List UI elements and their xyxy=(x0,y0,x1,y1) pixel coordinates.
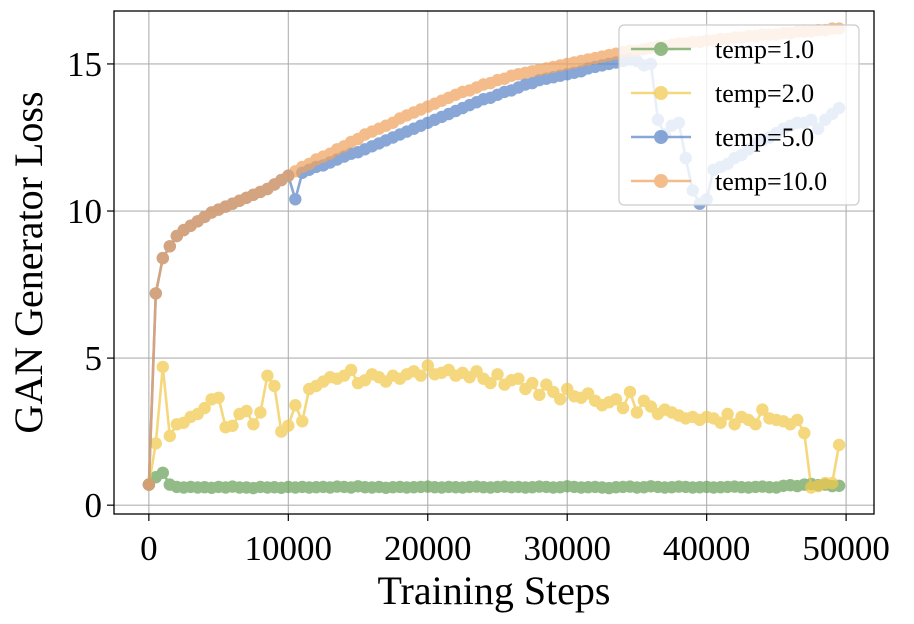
ticks: 0 10000 20000 30000 40000 50000 0 5 10 15 xyxy=(67,45,890,568)
data-point xyxy=(149,437,162,450)
y-tick-label: 0 xyxy=(85,486,103,525)
data-point xyxy=(289,399,302,412)
data-point xyxy=(212,391,225,404)
data-point xyxy=(798,426,811,440)
data-point xyxy=(526,376,539,390)
legend-dot xyxy=(654,42,668,56)
data-point xyxy=(484,376,497,390)
data-point xyxy=(240,404,253,418)
data-point xyxy=(826,476,839,490)
data-point xyxy=(268,379,281,393)
data-point xyxy=(198,401,211,415)
legend-item: temp=2.0 xyxy=(631,79,814,108)
y-tick-label: 15 xyxy=(67,45,102,84)
plot-frame xyxy=(113,10,875,515)
data-point xyxy=(289,193,302,206)
data-point xyxy=(156,466,169,479)
data-point xyxy=(247,418,260,431)
x-tick-label: 20000 xyxy=(384,529,472,568)
data-point xyxy=(163,240,176,253)
legend-label: temp=2.0 xyxy=(715,79,814,108)
data-point xyxy=(533,388,546,402)
x-tick-label: 40000 xyxy=(663,529,751,568)
data-point xyxy=(714,416,727,429)
series-temp=2.0 xyxy=(142,359,846,494)
legend-marker xyxy=(631,130,691,144)
legend-dot xyxy=(654,174,668,188)
legend-dot xyxy=(654,86,668,100)
data-point xyxy=(756,403,769,416)
legend-label: temp=10.0 xyxy=(715,167,827,196)
data-point xyxy=(609,393,623,406)
data-point xyxy=(721,407,734,421)
data-point xyxy=(163,429,176,443)
legend: temp=1.0 temp=2.0 temp=5.0 temp=10.0 xyxy=(618,24,860,206)
data-point xyxy=(421,359,434,372)
data-point xyxy=(142,478,156,491)
legend-label: temp=5.0 xyxy=(715,123,814,152)
legend-marker xyxy=(631,174,691,188)
data-point xyxy=(791,413,804,427)
legend-item: temp=10.0 xyxy=(631,167,827,196)
x-tick-label: 30000 xyxy=(523,529,611,568)
legend-label: temp=1.0 xyxy=(715,35,814,64)
y-tick-label: 10 xyxy=(67,192,102,231)
legend-marker xyxy=(631,42,691,56)
legend-item: temp=1.0 xyxy=(631,35,814,64)
y-axis-label: GAN Generator Loss xyxy=(6,91,51,433)
y-tick-label: 5 xyxy=(85,339,103,378)
data-point xyxy=(414,369,427,382)
data-point xyxy=(344,363,358,377)
data-point xyxy=(554,393,567,406)
legend-item: temp=5.0 xyxy=(631,123,814,152)
data-point xyxy=(630,406,644,419)
x-tick-label: 50000 xyxy=(802,529,890,568)
data-point xyxy=(296,415,309,428)
data-point xyxy=(156,360,169,374)
data-point xyxy=(261,369,274,382)
data-point xyxy=(254,406,267,419)
data-point xyxy=(616,401,630,415)
x-tick-label: 10000 xyxy=(245,529,333,568)
legend-marker xyxy=(631,86,691,100)
x-tick-label: 0 xyxy=(140,529,158,568)
legend-box xyxy=(618,24,860,206)
data-point xyxy=(226,419,239,432)
data-point xyxy=(832,438,846,452)
data-point xyxy=(623,385,637,399)
data-point xyxy=(156,251,169,265)
legend-dot xyxy=(654,130,668,144)
data-point xyxy=(749,418,762,431)
x-axis-label: Training Steps xyxy=(377,568,610,613)
data-point xyxy=(149,287,162,300)
series-layer xyxy=(142,22,846,495)
data-point xyxy=(491,368,504,381)
data-point xyxy=(512,372,525,385)
data-point xyxy=(282,419,295,432)
series-temp=1.0 xyxy=(142,466,846,495)
